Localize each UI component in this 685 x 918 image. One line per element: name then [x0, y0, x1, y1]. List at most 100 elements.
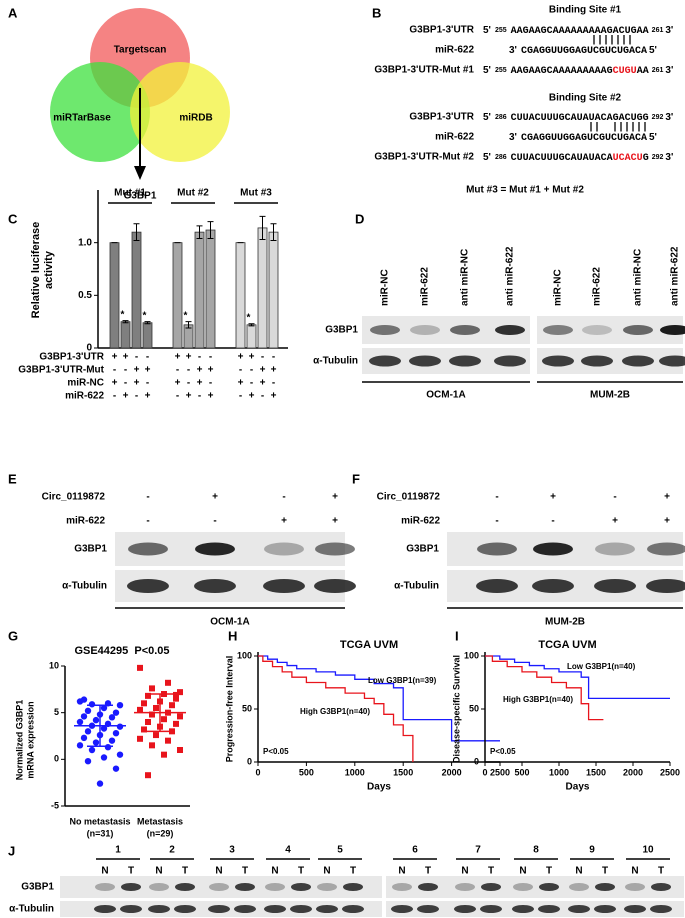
error-bar: [122, 320, 129, 324]
condition-mark: +: [112, 378, 118, 389]
blot-band: [532, 579, 574, 593]
condition-mark: -: [613, 492, 616, 503]
condition-mark: +: [664, 492, 670, 503]
sample-number: 10: [642, 845, 654, 856]
legend-label: High G3BP1(n=40): [503, 695, 573, 704]
x-tick-note: (n=31): [87, 828, 114, 838]
condition-label: miR-NC: [67, 378, 104, 389]
lane-label: anti miR-622: [505, 246, 516, 306]
condition-mark: +: [197, 365, 203, 376]
blot-band: [315, 542, 355, 556]
legend-label: Low G3BP1(n=39): [368, 676, 437, 685]
x-tick-label: 1000: [549, 767, 569, 777]
condition-mark: +: [271, 391, 277, 402]
condition-mark: -: [198, 391, 201, 402]
lane-label: T: [242, 866, 248, 877]
point: [92, 716, 100, 724]
point: [149, 711, 155, 718]
point: [137, 706, 143, 713]
sample-number: 5: [337, 845, 343, 856]
significance: *: [247, 312, 251, 323]
blot-band: [264, 905, 286, 913]
blot-band: [290, 905, 312, 913]
blot-band: [594, 905, 616, 913]
nucleotides: CGAGGUUGGAGUCGUCUGACA: [521, 46, 647, 57]
point: [161, 751, 167, 758]
lane-label: T: [602, 866, 608, 877]
panel-label: I: [455, 628, 459, 643]
y-axis-label: Relative luciferase: [30, 222, 42, 319]
blot-band: [195, 542, 235, 556]
point: [116, 702, 124, 709]
condition-mark: +: [134, 378, 140, 389]
row-label: α-Tubulin: [62, 581, 107, 592]
point: [173, 691, 179, 698]
point: [96, 780, 104, 787]
sequence: 5' 286 CUUACUUUGCAUAUACAUCACUG 292 3': [483, 152, 673, 164]
prime: 5': [649, 132, 657, 143]
blot-band: [647, 542, 685, 556]
condition-mark: +: [271, 365, 277, 376]
survival-curve: [485, 655, 604, 721]
blot-band: [94, 905, 116, 913]
point: [88, 746, 96, 754]
bar: [194, 231, 205, 349]
blot-band: [291, 883, 311, 891]
sequence: 5' 286 CUUACUUUGCAUAUACAGACUGG 292 3': [483, 112, 673, 124]
condition-mark: +: [238, 352, 244, 363]
sequence: 5' 255 AAGAAGCAAAAAAAAAGCUGUAA 261 3': [483, 65, 673, 77]
condition-mark: +: [332, 516, 338, 527]
nucleotides: AA: [637, 66, 649, 77]
row-label: G3BP1-3'UTR-Mut #2: [374, 152, 474, 163]
blot-band: [543, 325, 573, 335]
x-tick-label: 2000: [442, 767, 462, 777]
nucleotides: CUGU: [613, 66, 637, 77]
blot-band: [476, 579, 518, 593]
blot-band: [391, 905, 413, 913]
blot-band: [418, 883, 438, 891]
y-tick-label: 0: [86, 343, 92, 354]
x-tick-label: 500: [299, 767, 314, 777]
error-bar: [207, 221, 214, 239]
condition-mark: -: [113, 391, 116, 402]
condition-mark: -: [187, 378, 190, 389]
row-label: G3BP1-3'UTR: [409, 112, 474, 123]
prime: 5': [483, 25, 491, 36]
point: [116, 723, 124, 730]
legend-label: Low G3BP1(n=40): [567, 662, 636, 671]
condition-label: G3BP1-3'UTR-Mut: [18, 365, 104, 376]
condition-label: miR-622: [66, 516, 105, 527]
x-tick-note: (n=29): [147, 828, 174, 838]
lane-label: N: [215, 866, 222, 877]
venn-circle: [50, 62, 150, 162]
condition-mark: -: [176, 391, 179, 402]
x-tick-label: 2500: [660, 767, 680, 777]
y-axis-label: activity: [43, 250, 55, 289]
condition-label: Circ_0119872: [377, 492, 441, 503]
condition-mark: -: [135, 352, 138, 363]
condition-mark: -: [495, 492, 498, 503]
point: [116, 751, 124, 758]
point: [112, 730, 120, 737]
y-tick-label: 0: [247, 756, 252, 766]
blot-band: [539, 883, 559, 891]
point: [137, 664, 143, 671]
prime: 5': [483, 112, 491, 123]
condition-mark: +: [123, 352, 129, 363]
prime: 5': [483, 65, 491, 76]
condition-mark: +: [260, 378, 266, 389]
x-tick-label: 500: [514, 767, 529, 777]
pairing: |||||||: [591, 35, 633, 47]
significance: *: [184, 310, 188, 321]
row-label: G3BP1: [21, 882, 54, 893]
panel-label: E: [8, 471, 17, 486]
condition-mark: +: [260, 365, 266, 376]
sample-number: 3: [229, 845, 235, 856]
blot-band: [582, 325, 612, 335]
condition-label: miR-622: [65, 391, 104, 402]
lane-label: N: [461, 866, 468, 877]
panel-label: H: [228, 628, 237, 643]
x-tick-label: 1500: [393, 767, 413, 777]
condition-label: miR-622: [401, 516, 440, 527]
